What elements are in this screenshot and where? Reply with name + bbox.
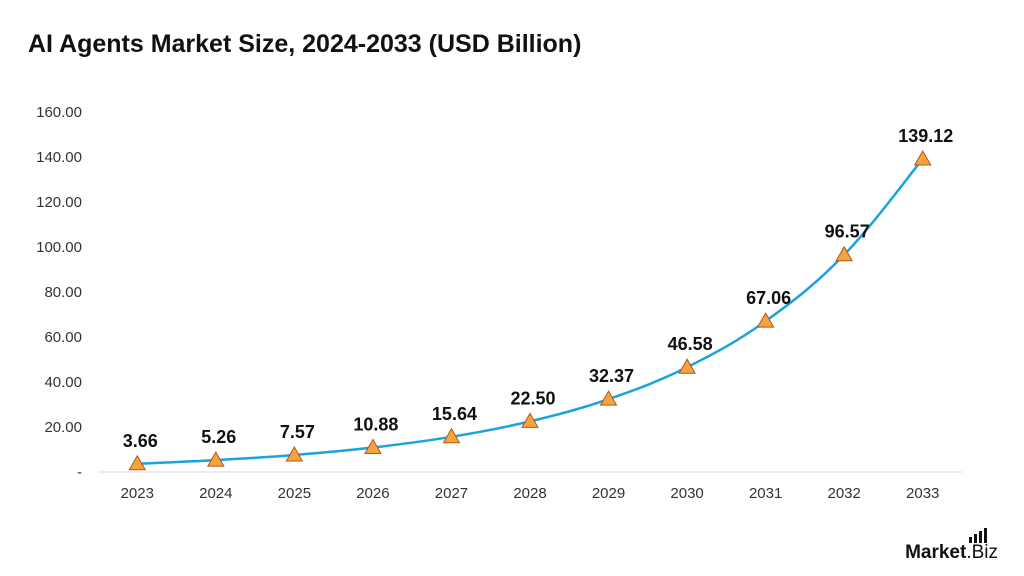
data-label: 46.58 bbox=[668, 334, 713, 354]
data-point-marker bbox=[364, 438, 382, 455]
data-label: 10.88 bbox=[353, 415, 398, 435]
data-point-marker bbox=[678, 358, 696, 374]
x-tick-label: 2033 bbox=[906, 485, 939, 502]
x-tick-label: 2029 bbox=[592, 485, 625, 502]
data-label: 139.12 bbox=[898, 126, 953, 146]
data-point-marker bbox=[521, 412, 539, 428]
y-tick-label: - bbox=[77, 464, 82, 481]
y-tick-label: 60.00 bbox=[44, 329, 82, 346]
data-label: 3.66 bbox=[123, 431, 158, 451]
data-label: 32.37 bbox=[589, 366, 634, 386]
y-tick-label: 20.00 bbox=[44, 419, 82, 436]
data-point-marker bbox=[599, 390, 618, 406]
brand-suffix: .Biz bbox=[966, 542, 998, 563]
data-label: 15.64 bbox=[432, 404, 477, 424]
series-markers bbox=[128, 149, 932, 471]
y-tick-label: 100.00 bbox=[36, 239, 82, 256]
x-tick-label: 2024 bbox=[199, 485, 232, 502]
x-tick-label: 2032 bbox=[827, 485, 860, 502]
x-tick-label: 2023 bbox=[121, 485, 154, 502]
data-point-marker bbox=[128, 454, 147, 471]
data-label: 5.26 bbox=[201, 427, 236, 447]
data-point-marker bbox=[756, 312, 775, 328]
y-tick-label: 160.00 bbox=[36, 104, 82, 121]
x-tick-label: 2031 bbox=[749, 485, 782, 502]
data-point-marker bbox=[206, 451, 225, 467]
data-label: 7.57 bbox=[280, 422, 315, 442]
y-tick-label: 140.00 bbox=[36, 149, 82, 166]
y-tick-label: 40.00 bbox=[44, 374, 82, 391]
brand-name: Market bbox=[905, 542, 967, 563]
x-tick-label: 2025 bbox=[278, 485, 311, 502]
data-point-marker bbox=[835, 245, 854, 262]
data-label: 96.57 bbox=[825, 222, 870, 242]
x-tick-label: 2026 bbox=[356, 485, 389, 502]
y-tick-label: 120.00 bbox=[36, 194, 82, 211]
data-label: 22.50 bbox=[510, 388, 555, 408]
data-point-marker bbox=[442, 427, 461, 444]
data-label: 67.06 bbox=[746, 288, 791, 308]
x-tick-label: 2028 bbox=[513, 485, 546, 502]
brand-logo: Market .Biz bbox=[905, 528, 998, 564]
x-tick-label: 2027 bbox=[435, 485, 468, 502]
data-point-marker bbox=[913, 149, 932, 166]
data-labels: 3.66 5.26 7.57 10.88 15.64 22.50 32.37 46.58 67.… bbox=[123, 126, 954, 451]
chart-title: AI Agents Market Size, 2024-2033 (USD Bi… bbox=[28, 30, 582, 58]
x-axis: 2023 2024 2025 2026 2027 2028 2029 2030 2031 2032… bbox=[121, 485, 940, 502]
brand-bars-icon bbox=[969, 528, 988, 543]
data-point-marker bbox=[285, 445, 304, 462]
series-line bbox=[137, 158, 924, 466]
y-axis: - 20.00 40.00 60.00 80.00 100.00 120.00 140.00 1… bbox=[36, 104, 82, 481]
x-tick-label: 2030 bbox=[670, 485, 703, 502]
y-tick-label: 80.00 bbox=[44, 284, 82, 301]
